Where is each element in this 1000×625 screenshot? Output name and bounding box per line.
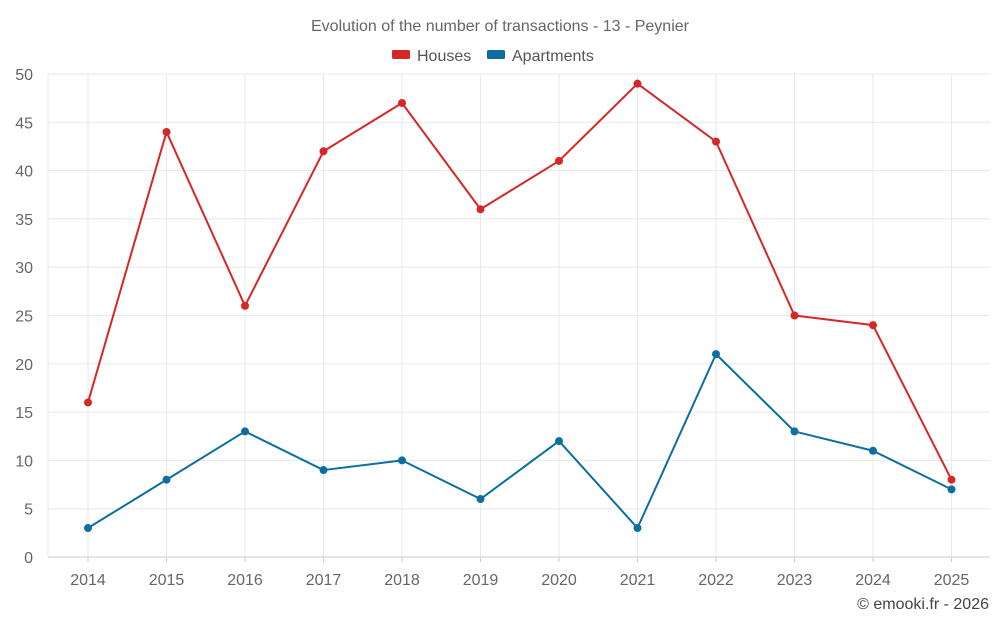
x-tick-label: 2016 — [227, 572, 263, 589]
x-tick-label: 2021 — [620, 572, 656, 589]
y-tick-label: 5 — [24, 502, 33, 519]
y-axis-ticks: 0 5 10 15 20 25 30 35 40 45 50 — [15, 67, 33, 567]
data-point-houses[interactable] — [398, 98, 406, 107]
x-tick-label: 2019 — [463, 572, 499, 589]
data-point-houses[interactable] — [476, 205, 485, 214]
data-point-houses[interactable] — [869, 321, 877, 330]
data-point-houses[interactable] — [790, 311, 799, 320]
credit-text: © emooki.fr - 2026 — [857, 596, 989, 613]
y-tick-label: 35 — [15, 212, 33, 229]
x-tick-label: 2023 — [777, 572, 813, 589]
data-point-apartments[interactable] — [398, 456, 406, 465]
data-point-apartments[interactable] — [869, 446, 877, 455]
x-tick-label: 2018 — [384, 572, 420, 589]
data-point-apartments[interactable] — [633, 524, 642, 533]
x-tick-label: 2020 — [541, 572, 577, 589]
data-point-houses[interactable] — [947, 475, 956, 484]
y-tick-label: 25 — [15, 309, 33, 326]
data-point-apartments[interactable] — [162, 475, 171, 484]
data-point-houses[interactable] — [712, 137, 720, 146]
data-point-apartments[interactable] — [790, 427, 799, 436]
y-tick-label: 40 — [15, 164, 33, 181]
legend-swatch-apartments — [487, 50, 505, 59]
x-axis-ticks: 2014 2015 2016 2017 2018 2019 2020 2021 2022 2023… — [70, 572, 969, 589]
data-point-apartments[interactable] — [241, 427, 249, 436]
data-point-houses[interactable] — [162, 127, 171, 136]
x-tick-label: 2017 — [306, 572, 342, 589]
data-point-houses[interactable] — [633, 79, 642, 88]
x-tick-label: 2022 — [698, 572, 734, 589]
grid — [47, 73, 990, 562]
chart-title: Evolution of the number of transactions … — [311, 18, 690, 35]
data-point-apartments[interactable] — [476, 495, 485, 504]
legend-label-apartments: Apartments — [512, 48, 594, 65]
data-point-apartments[interactable] — [947, 485, 956, 494]
y-tick-label: 30 — [15, 260, 33, 277]
data-point-apartments[interactable] — [319, 466, 328, 475]
x-tick-label: 2024 — [855, 572, 891, 589]
x-tick-label: 2014 — [70, 572, 106, 589]
y-tick-label: 20 — [15, 357, 33, 374]
y-tick-label: 50 — [15, 67, 33, 84]
data-point-houses[interactable] — [241, 301, 249, 310]
y-tick-label: 10 — [15, 453, 33, 470]
y-tick-label: 0 — [24, 550, 33, 567]
data-point-apartments[interactable] — [84, 524, 92, 533]
series-group — [84, 79, 956, 533]
data-point-houses[interactable] — [555, 156, 563, 165]
y-tick-label: 45 — [15, 115, 33, 132]
data-point-apartments[interactable] — [712, 350, 720, 359]
series-line-houses — [87, 82, 953, 481]
legend-swatch-houses — [392, 50, 410, 59]
legend-label-houses: Houses — [417, 48, 471, 65]
legend: Houses Apartments — [392, 48, 594, 65]
data-point-houses[interactable] — [84, 398, 92, 407]
x-tick-label: 2015 — [149, 572, 185, 589]
data-point-apartments[interactable] — [555, 437, 563, 446]
legend-item-apartments[interactable]: Apartments — [487, 48, 594, 65]
legend-item-houses[interactable]: Houses — [392, 48, 471, 65]
data-point-houses[interactable] — [319, 147, 328, 156]
x-tick-label: 2025 — [934, 572, 970, 589]
y-tick-label: 15 — [15, 405, 33, 422]
series-line-apartments — [87, 353, 952, 530]
